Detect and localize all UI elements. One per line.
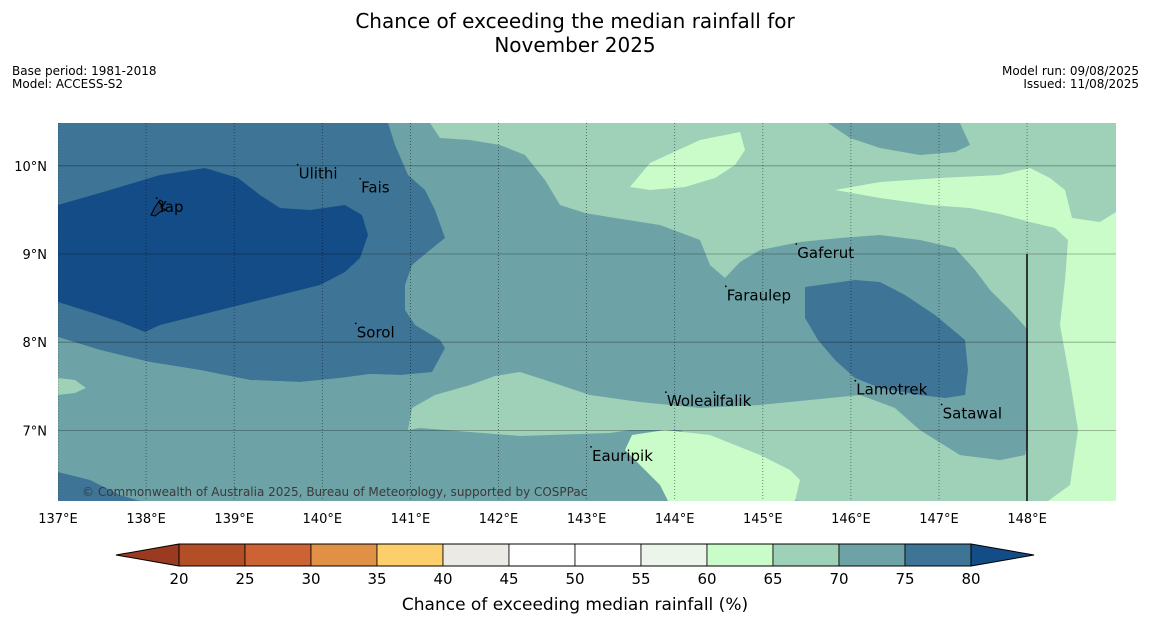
place-label: Lamotrek <box>856 381 927 399</box>
colorbar-tick-label: 50 <box>565 570 584 588</box>
lat-tick-label: 7°N <box>23 424 48 439</box>
place-label: Satawal <box>943 405 1002 423</box>
colorbar-tick-label: 80 <box>961 570 980 588</box>
latitude-tick-labels: 10°N 9°N 8°N 7°N <box>14 160 47 440</box>
place-labels: Ulithi Fais Yap Gaferut Faraulep Sorol Lamotre… <box>155 163 1002 465</box>
lon-tick-label: 137°E <box>38 512 78 527</box>
meta-left: Base period: 1981-2018 Model: ACCESS-S2 <box>12 65 157 91</box>
model-text: Model: ACCESS-S2 <box>12 77 124 91</box>
lon-tick-label: 141°E <box>391 512 431 527</box>
place-label: Ifalik <box>715 392 751 410</box>
colorbar-high-arrow <box>970 543 1035 567</box>
map-title-line2: November 2025 <box>494 33 656 57</box>
colorbar-tick-label: 70 <box>829 570 848 588</box>
place-label: Woleai <box>667 392 717 410</box>
zone-70-75-west-tongue <box>58 337 440 501</box>
lon-tick-label: 146°E <box>831 512 871 527</box>
place-marker <box>155 197 158 200</box>
colorbar-tick-label: 40 <box>433 570 452 588</box>
place-marker <box>296 163 299 166</box>
lon-tick-label: 140°E <box>303 512 343 527</box>
colorbar-segment <box>178 543 246 567</box>
zone-60-65-east <box>835 168 1116 501</box>
zone-70-75-northeast <box>828 123 970 155</box>
issued-text: Issued: 11/08/2025 <box>1023 77 1139 91</box>
place-marker <box>724 285 727 288</box>
lat-tick-label: 9°N <box>23 248 48 263</box>
place-marker <box>359 177 362 180</box>
colorbar-segment <box>442 543 510 567</box>
colorbar-segment <box>376 543 444 567</box>
colorbar-tick-label: 55 <box>631 570 650 588</box>
colorbar-segment <box>706 543 774 567</box>
place-marker <box>713 391 716 394</box>
place-label: Yap <box>157 198 184 216</box>
lat-tick-label: 10°N <box>14 160 47 175</box>
colorbar-segments <box>178 543 972 567</box>
place-marker <box>354 322 357 325</box>
place-label: Faraulep <box>727 286 791 304</box>
zone-75-80-southwest <box>58 472 140 501</box>
zone-75-80-east <box>805 280 968 398</box>
place-marker <box>590 445 592 448</box>
colorbar-segment <box>244 543 312 567</box>
colorbar-tick-labels: 20 25 30 35 40 45 50 55 60 65 70 75 80 <box>169 570 980 588</box>
lon-tick-label: 147°E <box>919 512 959 527</box>
lon-tick-label: 143°E <box>567 512 607 527</box>
colorbar-segment <box>904 543 972 567</box>
place-label: Gaferut <box>797 244 854 262</box>
colorbar-label: Chance of exceeding median rainfall (%) <box>402 595 748 615</box>
colorbar-tick-label: 35 <box>367 570 386 588</box>
colorbar-tick-label: 20 <box>169 570 188 588</box>
colorbar-low-arrow <box>115 543 180 567</box>
colorbar-segment <box>640 543 708 567</box>
meta-right: Model run: 09/08/2025 Issued: 11/08/2025 <box>1002 65 1139 91</box>
colorbar-segment <box>838 543 906 567</box>
map-title-line1: Chance of exceeding the median rainfall … <box>355 9 795 33</box>
lon-tick-label: 139°E <box>214 512 254 527</box>
lat-tick-label: 8°N <box>23 336 48 351</box>
colorbar-segment <box>310 543 378 567</box>
place-label: Eauripik <box>592 447 653 465</box>
base-period-text: Base period: 1981-2018 <box>12 64 157 78</box>
colorbar-segment <box>574 543 642 567</box>
zone-60-65-north <box>630 132 745 190</box>
place-label: Fais <box>361 179 390 197</box>
model-run-text: Model run: 09/08/2025 <box>1001 64 1139 78</box>
longitude-tick-labels: 137°E 138°E 139°E 140°E 141°E 142°E 143°E 144°E… <box>38 512 1047 527</box>
rainfall-probability-field: Ulithi Fais Yap Gaferut Faraulep Sorol Lamotre… <box>58 123 1116 501</box>
colorbar-tick-label: 45 <box>499 570 518 588</box>
lon-tick-label: 145°E <box>743 512 783 527</box>
place-marker <box>664 391 667 394</box>
place-marker <box>940 403 943 406</box>
colorbar-tick-label: 30 <box>301 570 320 588</box>
place-marker <box>795 243 798 245</box>
latitude-gridlines <box>58 165 1116 431</box>
colorbar-tick-label: 65 <box>763 570 782 588</box>
zone-60-65-south <box>625 430 800 501</box>
colorbar-tick-label: 25 <box>235 570 254 588</box>
place-label: Sorol <box>357 323 395 341</box>
lon-tick-label: 142°E <box>479 512 519 527</box>
zone-80-plus-core <box>58 168 368 332</box>
colorbar-frame <box>178 543 972 567</box>
zone-70-75-southeast <box>895 400 1028 460</box>
lon-tick-label: 148°E <box>1007 512 1047 527</box>
lon-tick-label: 144°E <box>655 512 695 527</box>
lon-tick-label: 138°E <box>126 512 166 527</box>
colorbar-tick-label: 75 <box>895 570 914 588</box>
place-label: Ulithi <box>299 165 338 183</box>
colorbar: 20 25 30 35 40 45 50 55 60 65 70 75 80 Chance of exc… <box>115 543 1035 615</box>
zone-65-70-east <box>408 123 1116 501</box>
zone-65-70-west-edge <box>58 378 86 395</box>
yap-island-outline <box>150 199 168 217</box>
copyright-text: © Commonwealth of Australia 2025, Bureau… <box>82 485 587 499</box>
place-marker <box>854 379 857 382</box>
colorbar-tick-label: 60 <box>697 570 716 588</box>
map-title: Chance of exceeding the median rainfall … <box>0 9 1150 57</box>
colorbar-segment <box>772 543 840 567</box>
colorbar-segment <box>508 543 576 567</box>
